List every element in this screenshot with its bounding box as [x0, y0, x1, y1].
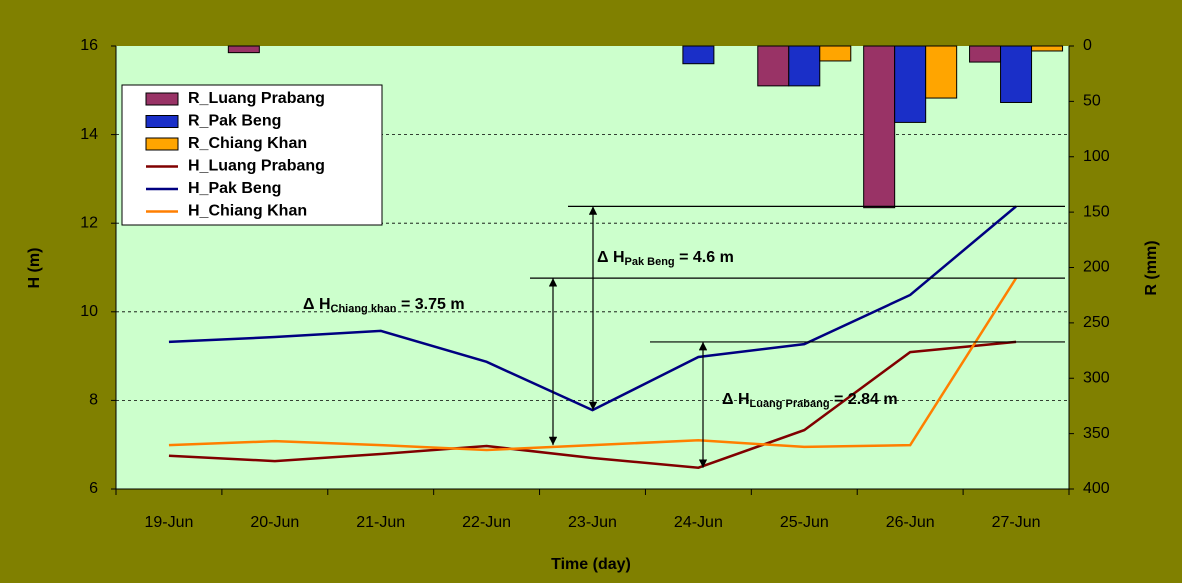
y2-tick-label: 0	[1083, 37, 1092, 54]
y2-tick-label: 350	[1083, 425, 1110, 442]
annotation: Δ HPak Beng = 4.6 m	[597, 249, 734, 268]
legend-box	[121, 84, 383, 226]
bar	[682, 45, 715, 65]
x-tick-label: 20-Jun	[250, 514, 299, 531]
legend-label: R_Luang Prabang	[188, 90, 325, 107]
x-tick-label: 19-Jun	[144, 514, 193, 531]
y2-tick-label: 100	[1083, 148, 1110, 165]
x-axis-title: Time (day)	[551, 556, 631, 573]
y2-tick-label: 150	[1083, 203, 1110, 220]
y-tick-label: 8	[89, 392, 98, 409]
annotation: Δ HChiang khan = 3.75 m	[303, 296, 465, 315]
x-tick-label: 24-Jun	[674, 514, 723, 531]
annotation-suffix: = 3.75 m	[397, 296, 465, 313]
x-tick-label: 27-Jun	[992, 514, 1041, 531]
x-tick-label: 25-Jun	[780, 514, 829, 531]
legend-swatch	[145, 115, 179, 128]
bar	[925, 45, 958, 99]
annotation-prefix: Δ H	[597, 249, 625, 266]
y2-tick-label: 250	[1083, 314, 1110, 331]
legend-swatch	[145, 137, 179, 151]
annotation: Δ HLuang Prabang = 2.84 m	[722, 391, 898, 410]
annotation-suffix: = 2.84 m	[830, 391, 898, 408]
legend-label: H_Luang Prabang	[188, 158, 325, 175]
annotation-prefix: Δ H	[722, 391, 750, 408]
legend-label: R_Chiang Khan	[188, 135, 307, 152]
bar	[1000, 45, 1033, 103]
bar	[819, 45, 852, 62]
y2-tick-label: 200	[1083, 259, 1110, 276]
y-tick-label: 10	[80, 303, 98, 320]
line	[168, 340, 1017, 470]
annotation-suffix: = 4.6 m	[675, 249, 734, 266]
y-tick-label: 14	[80, 126, 98, 143]
line	[168, 277, 1018, 452]
bar	[757, 45, 790, 87]
annotation-sub: Pak Beng	[625, 256, 675, 268]
y-axis-title: H (m)	[26, 248, 43, 289]
bar	[894, 45, 927, 123]
annotation-sub: Chiang khan	[331, 303, 397, 315]
bar	[863, 45, 896, 209]
x-tick-label: 22-Jun	[462, 514, 511, 531]
y-tick-label: 16	[80, 37, 98, 54]
x-tick-label: 26-Jun	[886, 514, 935, 531]
y2-tick-label: 50	[1083, 93, 1101, 110]
legend-label: H_Chiang Khan	[188, 203, 307, 220]
x-tick-label: 23-Jun	[568, 514, 617, 531]
x-tick-label: 21-Jun	[356, 514, 405, 531]
legend-label: H_Pak Beng	[188, 180, 281, 197]
bar	[1031, 45, 1064, 52]
legend-label: R_Pak Beng	[188, 113, 281, 130]
legend: R_Luang Prabang R_Pak Beng R_Chiang Khan H_…	[121, 84, 383, 226]
annotation-sub: Luang Prabang	[750, 398, 830, 410]
y2-tick-label: 400	[1083, 480, 1110, 497]
bar	[969, 45, 1002, 63]
y-tick-label: 12	[80, 214, 98, 231]
y-tick-label: 6	[89, 480, 98, 497]
y2-axis-title: R (mm)	[1143, 240, 1160, 295]
bar	[227, 45, 260, 54]
legend-swatch	[145, 92, 179, 106]
y2-tick-label: 300	[1083, 369, 1110, 386]
bar	[788, 45, 821, 87]
annotation-prefix: Δ H	[303, 296, 331, 313]
